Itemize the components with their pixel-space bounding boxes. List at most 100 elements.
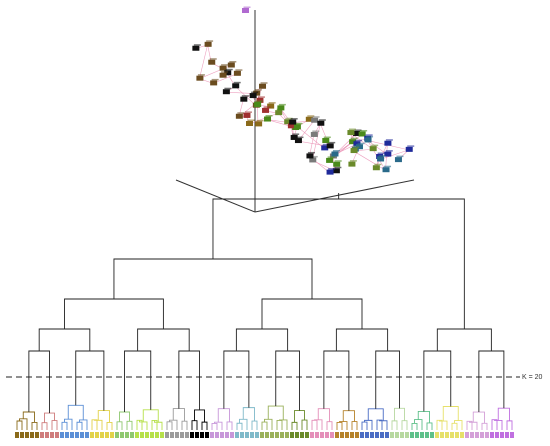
leaf-marker	[295, 432, 299, 438]
leaf-marker	[165, 432, 169, 438]
cluster-branch	[506, 420, 513, 430]
scatter-point	[243, 111, 252, 118]
leaf-marker	[120, 432, 124, 438]
leaf-marker	[195, 432, 199, 438]
scatter-point	[382, 165, 392, 173]
leaf-marker	[50, 432, 54, 438]
cluster-branch	[217, 408, 230, 423]
leaf-marker	[465, 432, 469, 438]
cluster-branch	[417, 411, 430, 423]
scatter-point	[254, 100, 263, 108]
leaf-marker	[405, 432, 409, 438]
merge-branch	[75, 350, 105, 365]
merge-branch	[38, 328, 91, 351]
scatter-point	[284, 117, 293, 125]
scatter-point	[289, 118, 298, 125]
scatter-point	[311, 116, 320, 123]
cluster-branch	[239, 418, 248, 430]
leaf-marker	[230, 432, 234, 438]
leaf-marker	[140, 432, 144, 438]
leaf-marker	[20, 432, 24, 438]
leaf-marker	[100, 432, 104, 438]
leaf-marker	[35, 432, 39, 438]
leaf-marker	[495, 432, 499, 438]
leaf-marker	[415, 432, 419, 438]
cluster-branch	[41, 422, 48, 430]
leaf-marker	[130, 432, 134, 438]
scatter-point	[358, 129, 368, 137]
leaf-marker	[55, 432, 59, 438]
scatter-point	[227, 61, 237, 68]
leaf-marker	[395, 432, 399, 438]
cluster-branch	[442, 406, 459, 422]
cluster-branch	[439, 420, 448, 430]
scatter-link	[367, 140, 388, 155]
cluster-branch	[454, 420, 463, 430]
leaf-marker	[115, 432, 119, 438]
leaf-marker	[360, 432, 364, 438]
cluster-branch	[119, 411, 130, 422]
cluster-branch	[376, 419, 383, 430]
scatter-point	[309, 155, 318, 163]
leaf-marker	[160, 432, 164, 438]
scatter-point	[326, 168, 336, 175]
scatter-point	[353, 139, 362, 147]
leaf-marker	[305, 432, 309, 438]
cluster-branch	[436, 419, 443, 430]
leaf-marker	[75, 432, 79, 438]
leaf-marker	[235, 432, 239, 438]
leaf-marker	[265, 432, 269, 438]
scatter-point	[310, 130, 320, 137]
leaf-marker	[440, 432, 444, 438]
scatter-point	[321, 143, 330, 151]
cluster-branch	[311, 419, 318, 430]
leaf-marker	[215, 432, 219, 438]
leaf-marker	[345, 432, 349, 438]
cluster-branch	[151, 420, 158, 430]
cluster-branch	[139, 420, 148, 430]
leaf-marker	[250, 432, 254, 438]
leaf-marker	[80, 432, 84, 438]
scatter-point	[349, 137, 358, 145]
leaf-marker	[110, 432, 114, 438]
y-axis	[254, 179, 415, 213]
leaf-marker	[260, 432, 264, 438]
leaf-marker	[430, 432, 434, 438]
leaf-marker	[490, 432, 494, 438]
leaf-marker	[60, 432, 64, 438]
leaf-marker	[500, 432, 504, 438]
scatter-point	[233, 69, 243, 76]
cluster-branch	[181, 420, 188, 430]
leaf-marker	[340, 432, 344, 438]
scatter-point	[317, 119, 326, 126]
leaf-marker	[95, 432, 99, 438]
cluster-branch	[226, 421, 233, 430]
leaf-marker	[510, 432, 514, 438]
merge-branch	[223, 350, 250, 365]
scatter-point	[222, 87, 232, 95]
scatter-point	[253, 89, 262, 96]
leaf-marker	[245, 432, 249, 438]
scatter-point	[384, 139, 393, 146]
leaf-marker	[385, 432, 389, 438]
scatter-point	[405, 145, 415, 152]
cluster-branch	[194, 409, 205, 423]
leaf-marker	[25, 432, 29, 438]
cluster-branch	[214, 421, 223, 430]
leaf-marker	[175, 432, 179, 438]
leaf-marker	[45, 432, 49, 438]
cluster-branch	[264, 418, 273, 430]
merge-branch	[212, 198, 465, 329]
leaf-marker	[390, 432, 394, 438]
merge-branch	[235, 328, 289, 351]
leaf-marker	[355, 432, 359, 438]
cluster-branch	[494, 419, 503, 430]
scatter-point	[332, 166, 342, 174]
cluster-branch	[19, 418, 28, 430]
leaf-marker	[410, 432, 414, 438]
leaf-marker	[240, 432, 244, 438]
cluster-branch	[61, 421, 68, 430]
cluster-branch	[67, 404, 84, 420]
leaf-marker	[445, 432, 449, 438]
